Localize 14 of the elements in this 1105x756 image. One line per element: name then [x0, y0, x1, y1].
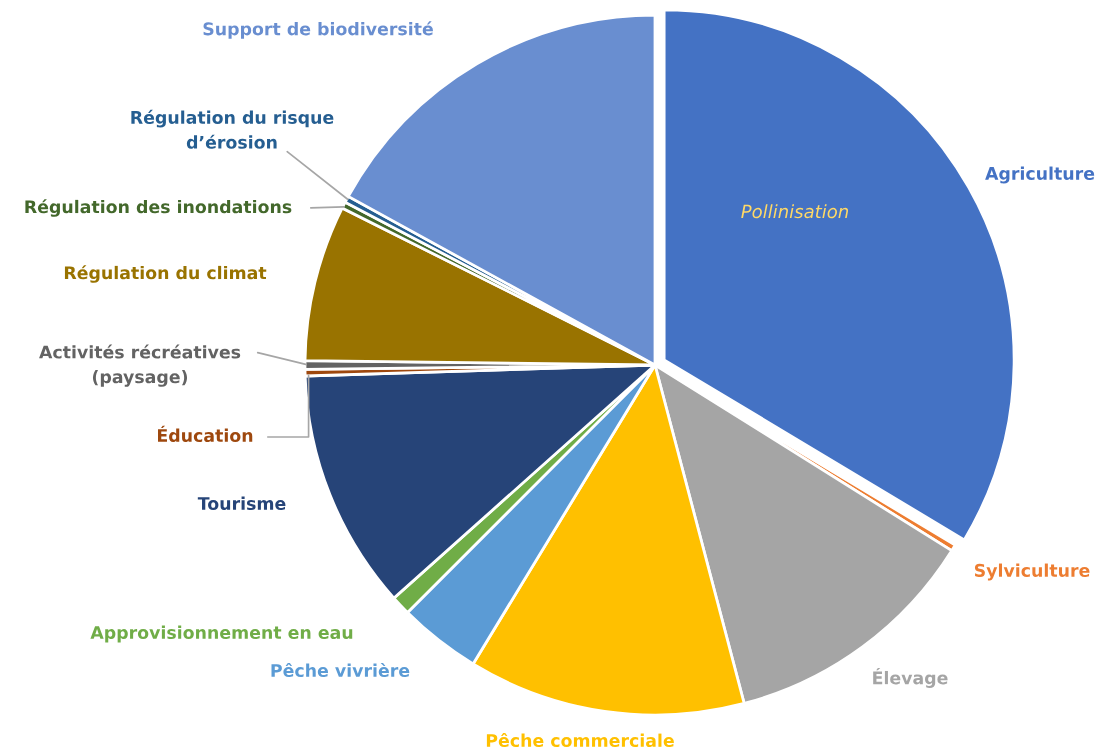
- slice-label: Tourisme: [197, 496, 286, 511]
- slice-label: Régulation du risque d’érosion: [131, 109, 334, 149]
- slice-label: Activités récréatives (paysage): [39, 344, 241, 387]
- slice-label: Régulation des inondations: [25, 199, 292, 217]
- text: Pollinisation: [741, 204, 849, 219]
- slice-label: Élevage: [873, 668, 948, 688]
- slice-label: Éducation: [158, 425, 253, 443]
- slice-label: Agriculture: [985, 166, 1095, 184]
- slice-label: Régulation du climat: [64, 265, 267, 283]
- slice-label: Pêche commerciale: [486, 732, 674, 748]
- slice-label: Pêche vivrière: [271, 662, 410, 678]
- slice-label: Sylviculture: [974, 563, 1090, 581]
- slice-label: Approvisionnement en eau: [90, 625, 353, 643]
- slice-label: Support de biodiversité: [203, 21, 433, 39]
